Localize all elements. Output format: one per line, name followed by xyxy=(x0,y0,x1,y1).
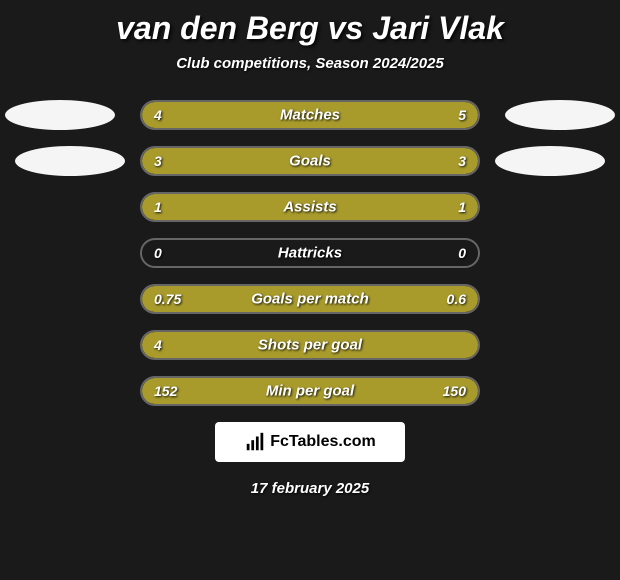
stat-value-right: 1 xyxy=(458,199,466,215)
stat-value-left: 4 xyxy=(154,337,162,353)
stat-row: 0 0Hattricks xyxy=(140,238,480,268)
bar-left xyxy=(142,102,290,128)
bar-right xyxy=(310,194,478,220)
stat-value-right: 150 xyxy=(443,383,466,399)
stat-value-right: 0.6 xyxy=(447,291,466,307)
stat-row: 11Assists xyxy=(140,192,480,222)
bar-right xyxy=(310,148,478,174)
date-text: 17 february 2025 xyxy=(0,480,620,497)
stat-value-left: 0.75 xyxy=(154,291,181,307)
bar-left xyxy=(142,332,478,358)
stat-value-left: 152 xyxy=(154,383,177,399)
player-right-avatar-shadow xyxy=(505,100,615,130)
stat-value-left: 4 xyxy=(154,107,162,123)
bar-left xyxy=(142,148,310,174)
page-title: van den Berg vs Jari Vlak xyxy=(0,0,620,47)
bar-left xyxy=(142,194,310,220)
player-right-avatar xyxy=(495,146,605,176)
stat-value-right: 0 xyxy=(458,245,466,261)
stat-value-right: 5 xyxy=(458,107,466,123)
stat-value-left: 0 xyxy=(154,245,162,261)
player-left-avatar xyxy=(15,146,125,176)
subtitle: Club competitions, Season 2024/2025 xyxy=(0,55,620,72)
stat-row: 0.750.6Goals per match xyxy=(140,284,480,314)
footer-brand-text: FcTables.com xyxy=(270,433,376,451)
footer-logo[interactable]: FcTables.com xyxy=(215,422,405,462)
stat-value-left: 3 xyxy=(154,153,162,169)
stat-value-right: 3 xyxy=(458,153,466,169)
stat-rows: 45Matches33Goals11Assists00Hattricks0.75… xyxy=(140,100,480,406)
stat-row: 152150Min per goal xyxy=(140,376,480,406)
bar-right xyxy=(290,102,478,128)
stat-label: Hattricks xyxy=(142,245,478,262)
player-left-avatar-shadow xyxy=(5,100,115,130)
stat-row: 4Shots per goal xyxy=(140,330,480,360)
stat-row: 45Matches xyxy=(140,100,480,130)
stat-row: 33Goals xyxy=(140,146,480,176)
stats-area: 45Matches33Goals11Assists00Hattricks0.75… xyxy=(0,100,620,406)
stat-value-left: 1 xyxy=(154,199,162,215)
chart-icon xyxy=(244,431,266,453)
